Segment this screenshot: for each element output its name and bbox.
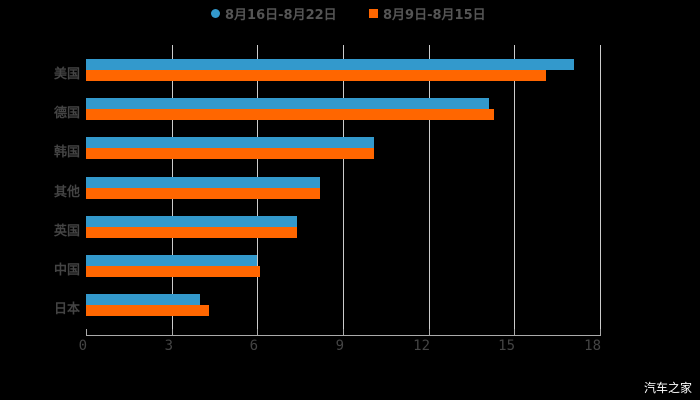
category-label: 日本 xyxy=(53,302,80,318)
bar[interactable] xyxy=(86,305,209,317)
x-tick xyxy=(257,329,258,336)
x-tick-label: 12 xyxy=(413,338,430,354)
bar[interactable] xyxy=(86,187,320,199)
x-tick-label: 6 xyxy=(249,338,258,354)
x-tick xyxy=(429,329,430,336)
watermark: 汽车之家 xyxy=(643,381,692,395)
x-tick xyxy=(514,329,515,336)
x-tick-label: 18 xyxy=(584,338,601,354)
category-label: 中国 xyxy=(53,263,80,278)
bar[interactable] xyxy=(86,70,546,81)
x-tick xyxy=(343,329,344,336)
bar[interactable] xyxy=(86,176,320,188)
gridline xyxy=(600,45,601,336)
gridline xyxy=(343,45,344,336)
x-tick-label: 3 xyxy=(164,338,173,354)
gridline xyxy=(429,45,430,336)
bar[interactable] xyxy=(86,294,200,306)
bar[interactable] xyxy=(86,148,374,160)
legend: 8月16日-8月22日 8月9日-8月15日 xyxy=(0,4,700,23)
x-tick-label: 9 xyxy=(335,338,344,354)
legend-label: 8月9日-8月15日 xyxy=(383,8,486,23)
category-label: 德国 xyxy=(53,106,80,122)
square-marker-icon xyxy=(369,9,378,18)
x-tick xyxy=(600,329,601,336)
x-tick xyxy=(172,329,173,336)
category-label: 韩国 xyxy=(53,145,80,161)
legend-item-series2[interactable]: 8月9日-8月15日 xyxy=(369,4,486,23)
bar[interactable] xyxy=(86,137,374,149)
bar[interactable] xyxy=(86,255,257,266)
bar[interactable] xyxy=(86,98,489,110)
category-label: 英国 xyxy=(53,223,80,239)
gridline xyxy=(514,45,515,336)
x-tick-label: 0 xyxy=(78,338,87,354)
circle-marker-icon xyxy=(211,9,220,18)
bar[interactable] xyxy=(86,109,494,121)
bar[interactable] xyxy=(86,59,574,70)
legend-label: 8月16日-8月22日 xyxy=(225,8,337,23)
bar[interactable] xyxy=(86,226,297,238)
x-tick xyxy=(86,329,87,336)
legend-item-series1[interactable]: 8月16日-8月22日 xyxy=(211,4,337,23)
category-label: 其他 xyxy=(53,184,80,200)
category-label: 美国 xyxy=(53,67,80,82)
x-tick-label: 15 xyxy=(498,338,515,354)
bar[interactable] xyxy=(86,215,297,227)
bar[interactable] xyxy=(86,266,260,277)
